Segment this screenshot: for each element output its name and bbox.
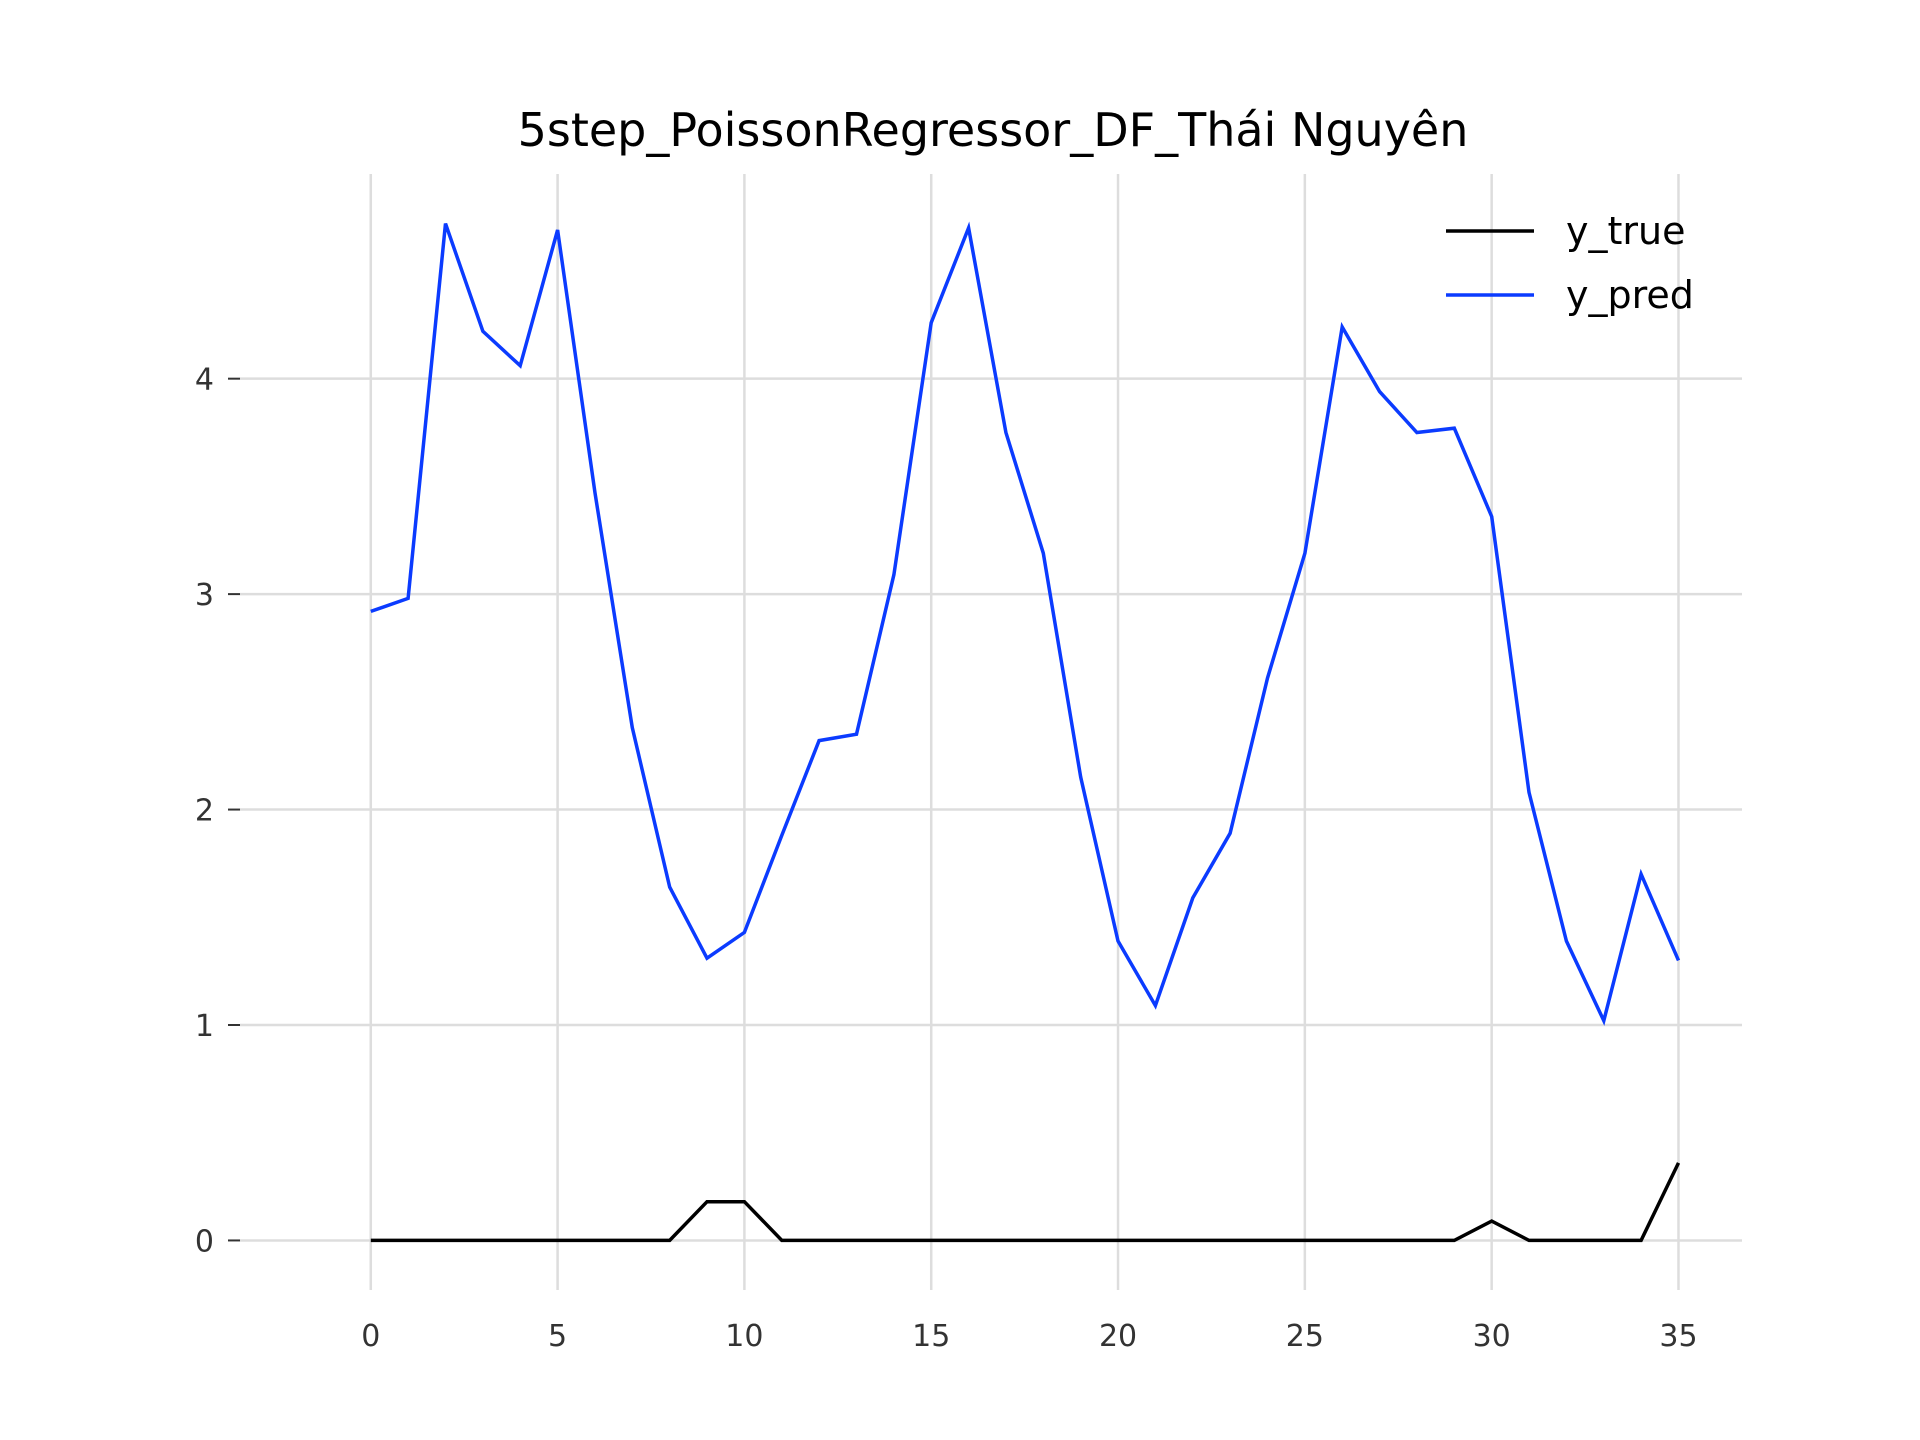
x-tick-label: 10 [725, 1319, 763, 1354]
legend: y_true y_pred [1446, 209, 1694, 317]
legend-label: y_pred [1566, 273, 1694, 317]
x-tick-label: 5 [548, 1319, 567, 1354]
x-tick-label: 15 [912, 1319, 950, 1354]
x-axis: 0 5 10 15 20 25 30 35 [361, 1319, 1697, 1354]
legend-label: y_true [1566, 209, 1685, 253]
series-line-y-pred [370, 221, 1681, 1026]
y-tick-label: 0 [195, 1224, 214, 1259]
y-tick-label: 1 [195, 1009, 214, 1044]
y-axis: 0 1 2 3 4 [195, 363, 240, 1259]
chart-title: 5step_PoissonRegressor_DF_Thái Nguyên [518, 103, 1469, 157]
y-tick-label: 4 [195, 363, 214, 398]
x-tick-label: 20 [1099, 1319, 1137, 1354]
grid [240, 174, 1742, 1290]
x-tick-label: 30 [1473, 1319, 1511, 1354]
plot-lines [370, 221, 1681, 1243]
y-tick-label: 3 [195, 578, 214, 613]
x-tick-label: 35 [1659, 1319, 1697, 1354]
x-tick-label: 0 [361, 1319, 380, 1354]
x-tick-label: 25 [1286, 1319, 1324, 1354]
y-tick-label: 2 [195, 794, 214, 829]
series-line-y-true [370, 1162, 1681, 1243]
